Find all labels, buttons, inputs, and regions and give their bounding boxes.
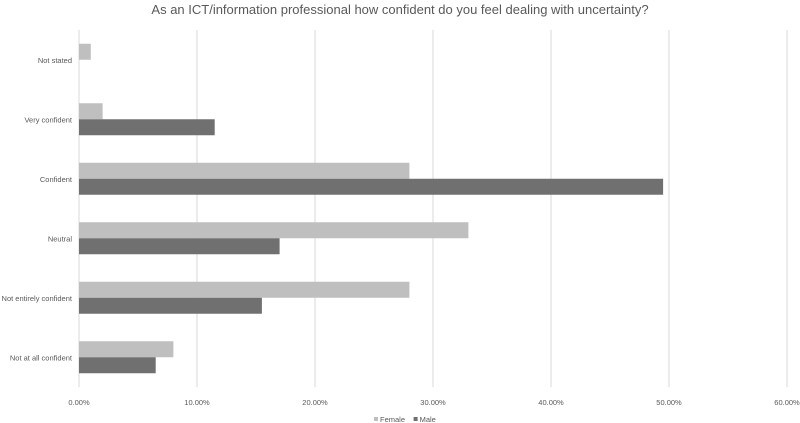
- bar-male: [79, 238, 280, 255]
- category-label: Not entirely confident: [2, 294, 73, 303]
- x-tick-label: 50.00%: [656, 398, 682, 407]
- chart-title: As an ICT/information professional how c…: [151, 2, 649, 17]
- x-tick-label: 10.00%: [184, 398, 210, 407]
- legend-label: Male: [420, 415, 436, 423]
- bar-male: [79, 357, 156, 374]
- bar-female: [79, 103, 103, 120]
- category-label: Neutral: [48, 234, 73, 243]
- bar-female: [79, 222, 469, 239]
- category-label: Not at all confident: [10, 353, 73, 362]
- x-tick-label: 0.00%: [68, 398, 90, 407]
- x-tick-label: 40.00%: [538, 398, 564, 407]
- x-tick-label: 60.00%: [774, 398, 800, 407]
- legend-swatch: [374, 417, 378, 421]
- bar-female: [79, 43, 91, 60]
- x-tick-label: 20.00%: [302, 398, 328, 407]
- bars: [79, 43, 664, 374]
- legend-swatch: [413, 417, 418, 421]
- category-label: Not stated: [38, 56, 72, 65]
- category-labels: Not stated Very confident Confident Neutral…: [2, 56, 73, 363]
- legend-label: Female: [380, 415, 405, 423]
- category-label: Confident: [40, 175, 73, 184]
- bar-male: [79, 178, 664, 195]
- x-axis-ticks: 0.00% 10.00% 20.00% 30.00% 40.00% 50.00% 60.00…: [68, 398, 800, 407]
- category-label: Very confident: [24, 115, 72, 124]
- bar-male: [79, 297, 262, 314]
- x-tick-label: 30.00%: [420, 398, 446, 407]
- gridlines: [78, 30, 788, 387]
- bar-female: [79, 281, 410, 298]
- bar-female: [79, 162, 410, 179]
- bar-male: [79, 119, 215, 136]
- legend: Female Male: [374, 415, 436, 423]
- bar-female: [79, 341, 174, 358]
